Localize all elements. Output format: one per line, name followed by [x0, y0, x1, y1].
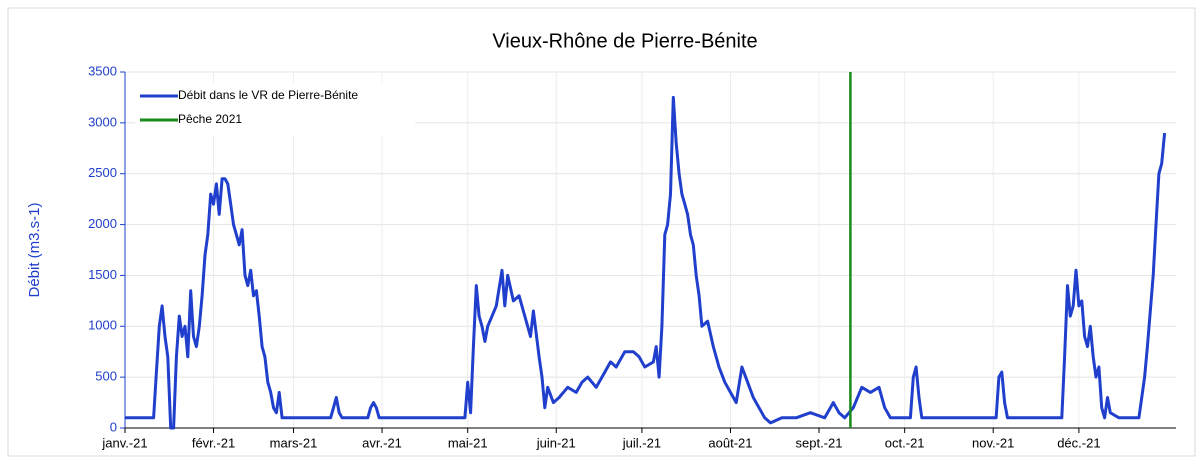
grid: 0 500 1000 1500 2000 2500 3000 3500 janv.-21 févr…: [88, 63, 1176, 450]
x-tick-label: déc.-21: [1057, 435, 1100, 450]
chart-frame: [7, 7, 1196, 457]
y-tick-label: 0: [110, 419, 117, 434]
y-axis-label: Débit (m3.s-1): [26, 202, 43, 297]
x-tick-label: mars-21: [270, 435, 318, 450]
x-tick-label: juin-21: [536, 435, 576, 450]
data-line: [125, 95, 1167, 430]
x-tick-label: nov.-21: [972, 435, 1014, 450]
y-tick-label: 2000: [88, 216, 117, 231]
chart-title: Vieux-Rhône de Pierre-Bénite: [492, 30, 757, 52]
y-tick-label: 500: [95, 369, 117, 384]
legend-label: Débit dans le VR de Pierre-Bénite: [178, 88, 358, 102]
y-tick-label: 2500: [88, 165, 117, 180]
x-tick-label: sept.-21: [796, 435, 843, 450]
x-tick-label: août-21: [708, 435, 752, 450]
y-tick-label: 3000: [88, 114, 117, 129]
legend: Débit dans le VR de Pierre-Bénite Pêche 2…: [135, 83, 415, 135]
legend-box: [135, 83, 415, 135]
x-tick-label: janv.-21: [101, 435, 147, 450]
y-tick-label: 3500: [88, 63, 117, 78]
x-tick-label: avr.-21: [362, 435, 402, 450]
x-tick-label: mai-21: [448, 435, 488, 450]
y-tick-label: 1000: [88, 318, 117, 333]
x-tick-label: févr.-21: [192, 435, 235, 450]
legend-label: Pêche 2021: [178, 112, 242, 126]
plot: [125, 72, 1167, 430]
y-tick-label: 1500: [88, 267, 117, 282]
x-tick-label: juil.-21: [622, 435, 661, 450]
x-tick-label: oct.-21: [885, 435, 925, 450]
